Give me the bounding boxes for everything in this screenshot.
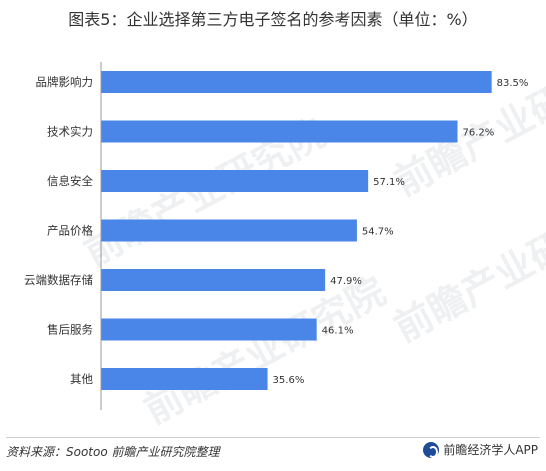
chart-title: 图表5：企业选择第三方电子签名的参考因素（单位：%） bbox=[68, 10, 478, 29]
bar bbox=[101, 318, 317, 341]
category-label: 品牌影响力 bbox=[36, 75, 94, 89]
data-label: 57.1% bbox=[373, 177, 405, 188]
brand-logo-icon bbox=[423, 441, 440, 458]
data-label: 76.2% bbox=[463, 128, 495, 139]
category-label: 产品价格 bbox=[47, 224, 93, 238]
category-label: 其他 bbox=[70, 372, 93, 386]
bar bbox=[101, 120, 458, 143]
bar bbox=[101, 269, 326, 291]
bar bbox=[101, 170, 369, 192]
category-label: 售后服务 bbox=[47, 323, 93, 337]
footer-divider bbox=[6, 437, 540, 438]
brand-name: 前瞻经济学人APP bbox=[443, 443, 538, 457]
source-note: 资料来源：Sootoo 前瞻产业研究院整理 bbox=[6, 445, 220, 459]
data-label: 54.7% bbox=[362, 227, 394, 238]
data-label: 46.1% bbox=[322, 326, 354, 337]
data-label: 83.5% bbox=[497, 78, 529, 89]
category-label: 信息安全 bbox=[47, 174, 93, 188]
category-label: 云端数据存储 bbox=[24, 273, 93, 287]
bar bbox=[101, 368, 268, 390]
category-label: 技术实力 bbox=[47, 125, 93, 139]
brand-mark: 前瞻经济学人APP bbox=[423, 441, 538, 458]
bar bbox=[101, 219, 357, 242]
bar bbox=[101, 71, 492, 93]
data-label: 47.9% bbox=[330, 276, 362, 287]
data-label: 35.6% bbox=[273, 375, 305, 386]
